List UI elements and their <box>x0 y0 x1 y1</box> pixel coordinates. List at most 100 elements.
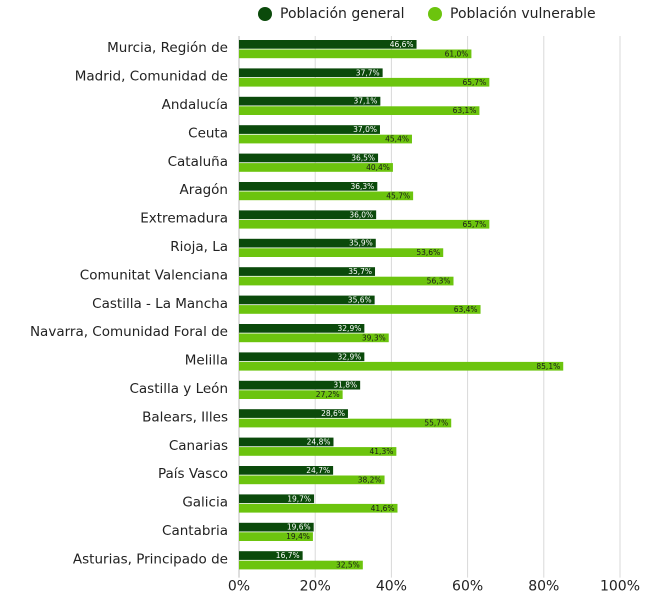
data-label-poblacion-general-murcia-region-de: 46,6% <box>390 40 414 49</box>
bar-poblacion-vulnerable-pais-vasco <box>239 475 385 485</box>
data-label-poblacion-vulnerable-rioja-la: 53,6% <box>416 248 440 257</box>
data-label-poblacion-general-castilla-la-mancha: 35,6% <box>348 295 372 304</box>
data-label-poblacion-vulnerable-cataluna: 40,4% <box>366 163 390 172</box>
data-label-poblacion-vulnerable-aragon: 45,7% <box>386 191 410 200</box>
data-label-poblacion-vulnerable-ceuta: 45,4% <box>385 135 409 144</box>
bar-poblacion-vulnerable-asturias-principado-de <box>239 560 363 570</box>
category-label-pais-vasco: País Vasco <box>158 466 228 482</box>
bar-poblacion-vulnerable-navarra-comunidad-foral-de <box>239 333 389 343</box>
bar-poblacion-vulnerable-galicia <box>239 503 398 513</box>
category-label-cantabria: Cantabria <box>162 523 228 539</box>
bar-poblacion-general-canarias <box>239 437 334 447</box>
x-tick-label-60: 60% <box>452 579 483 595</box>
bars-layer: 46,6% 61,0% 37,7% 65,7% 37,1% 63,1% 37,0% 45,4%… <box>239 40 564 570</box>
bar-poblacion-general-balears-illes <box>239 409 348 418</box>
data-label-poblacion-general-navarra-comunidad-foral-de: 32,9% <box>338 324 362 333</box>
category-label-andalucia: Andalucía <box>162 97 228 113</box>
data-label-poblacion-vulnerable-castilla-la-mancha: 63,4% <box>454 305 478 314</box>
bar-poblacion-general-comunitat-valenciana <box>239 267 376 276</box>
bar-poblacion-vulnerable-extremadura <box>239 219 490 229</box>
category-label-castilla-la-mancha: Castilla - La Mancha <box>92 296 228 312</box>
data-label-poblacion-general-comunitat-valenciana: 35,7% <box>348 267 372 276</box>
legend-marker-poblacion-vulnerable <box>428 7 442 21</box>
bar-poblacion-vulnerable-andalucia <box>239 106 480 115</box>
x-tick-label-20: 20% <box>300 579 331 595</box>
bar-poblacion-general-cataluna <box>239 153 379 163</box>
legend-marker-poblacion-general <box>258 7 272 21</box>
data-label-poblacion-general-cataluna: 36,5% <box>351 153 375 162</box>
data-label-poblacion-general-andalucia: 37,1% <box>354 97 378 106</box>
data-label-poblacion-general-madrid-comunidad-de: 37,7% <box>356 68 380 77</box>
bar-poblacion-vulnerable-castilla-la-mancha <box>239 305 481 314</box>
bar-poblacion-general-rioja-la <box>239 238 376 248</box>
category-label-comunitat-valenciana: Comunitat Valenciana <box>80 267 228 283</box>
data-label-poblacion-general-melilla: 32,9% <box>338 352 362 361</box>
bar-poblacion-general-andalucia <box>239 96 381 106</box>
bar-poblacion-general-extremadura <box>239 210 377 220</box>
bar-poblacion-vulnerable-madrid-comunidad-de <box>239 77 490 87</box>
data-label-poblacion-vulnerable-melilla: 85,1% <box>536 362 560 371</box>
category-label-castilla-y-leon: Castilla y León <box>129 381 228 397</box>
data-label-poblacion-vulnerable-castilla-y-leon: 27,2% <box>316 390 340 399</box>
data-label-poblacion-vulnerable-cantabria: 19,4% <box>286 532 310 541</box>
data-label-poblacion-general-ceuta: 37,0% <box>353 125 377 134</box>
x-tick-label-80: 80% <box>528 579 559 595</box>
category-label-rioja-la: Rioja, La <box>170 239 228 255</box>
data-label-poblacion-vulnerable-andalucia: 63,1% <box>453 106 477 115</box>
category-label-canarias: Canarias <box>169 438 228 454</box>
data-label-poblacion-vulnerable-balears-illes: 55,7% <box>424 419 448 428</box>
bar-poblacion-vulnerable-balears-illes <box>239 418 452 428</box>
data-label-poblacion-vulnerable-extremadura: 65,7% <box>462 220 486 229</box>
category-label-extremadura: Extremadura <box>140 211 228 227</box>
data-label-poblacion-vulnerable-asturias-principado-de: 32,5% <box>336 561 360 570</box>
bar-poblacion-vulnerable-cantabria <box>239 532 313 541</box>
category-label-navarra-comunidad-foral-de: Navarra, Comunidad Foral de <box>30 324 228 340</box>
bar-poblacion-vulnerable-melilla <box>239 361 564 371</box>
bar-poblacion-general-aragon <box>239 182 378 191</box>
data-label-poblacion-vulnerable-pais-vasco: 38,2% <box>358 475 382 484</box>
data-label-poblacion-general-asturias-principado-de: 16,7% <box>276 551 300 560</box>
bar-poblacion-vulnerable-ceuta <box>239 134 412 144</box>
category-label-melilla: Melilla <box>185 353 228 369</box>
data-label-poblacion-general-galicia: 19,7% <box>287 494 311 503</box>
x-axis-ticks: 0% 20% 40% 60% 80% 100% <box>228 579 640 595</box>
data-label-poblacion-general-cantabria: 19,6% <box>287 523 311 532</box>
data-label-poblacion-general-pais-vasco: 24,7% <box>306 466 330 475</box>
category-label-ceuta: Ceuta <box>188 125 228 141</box>
data-label-poblacion-general-rioja-la: 35,9% <box>349 239 373 248</box>
bar-poblacion-general-madrid-comunidad-de <box>239 68 383 78</box>
legend-label-poblacion-general: Población general <box>280 6 405 22</box>
bar-poblacion-general-cantabria <box>239 522 314 532</box>
bar-poblacion-general-pais-vasco <box>239 466 334 475</box>
data-label-poblacion-general-aragon: 36,3% <box>350 182 374 191</box>
x-tick-label-0: 0% <box>228 579 250 595</box>
data-label-poblacion-vulnerable-comunitat-valenciana: 56,3% <box>427 277 451 286</box>
data-label-poblacion-general-castilla-y-leon: 31,8% <box>333 381 357 390</box>
category-label-aragon: Aragón <box>180 182 228 198</box>
bar-poblacion-vulnerable-aragon <box>239 191 414 201</box>
data-label-poblacion-vulnerable-galicia: 41,6% <box>371 504 395 513</box>
data-label-poblacion-general-balears-illes: 28,6% <box>321 409 345 418</box>
x-tick-label-40: 40% <box>376 579 407 595</box>
legend-label-poblacion-vulnerable: Población vulnerable <box>450 6 596 22</box>
category-label-cataluna: Cataluña <box>168 154 228 170</box>
data-label-poblacion-general-canarias: 24,8% <box>307 437 331 446</box>
bar-poblacion-general-melilla <box>239 352 365 362</box>
bar-poblacion-general-ceuta <box>239 125 380 134</box>
bar-poblacion-general-castilla-la-mancha <box>239 295 375 305</box>
category-label-galicia: Galicia <box>182 495 228 511</box>
category-label-balears-illes: Balears, Illes <box>142 409 228 425</box>
bar-poblacion-vulnerable-comunitat-valenciana <box>239 276 454 286</box>
category-labels: Murcia, Región de Madrid, Comunidad de And… <box>30 40 228 567</box>
bar-poblacion-general-murcia-region-de <box>239 40 417 49</box>
bar-poblacion-vulnerable-canarias <box>239 447 397 456</box>
bar-poblacion-vulnerable-castilla-y-leon <box>239 390 343 399</box>
legend: Población general Población vulnerable <box>258 6 596 22</box>
data-label-poblacion-vulnerable-navarra-comunidad-foral-de: 39,3% <box>362 333 386 342</box>
x-tick-label-100: 100% <box>600 579 640 595</box>
bar-poblacion-general-galicia <box>239 494 315 504</box>
data-label-poblacion-vulnerable-murcia-region-de: 61,0% <box>445 49 469 58</box>
category-label-asturias-principado-de: Asturias, Principado de <box>73 551 228 567</box>
